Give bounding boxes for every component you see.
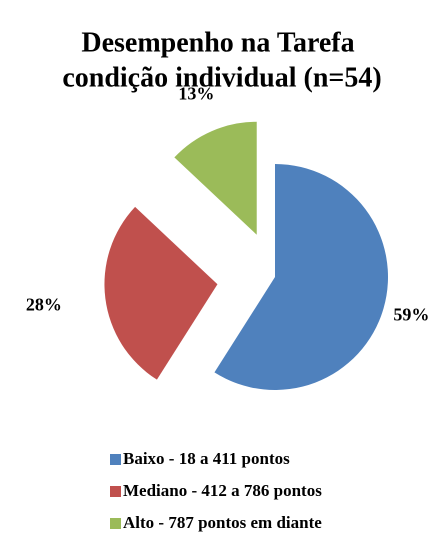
chart-subtitle: condição individual (n=54) [62, 62, 381, 93]
legend-label: Alto - 787 pontos em diante [123, 513, 322, 532]
legend-swatch [110, 518, 121, 529]
pie-slice [214, 164, 389, 390]
data-label: 13% [178, 83, 214, 103]
pie-slice [174, 121, 257, 235]
legend-label: Mediano - 412 a 786 pontos [123, 481, 322, 500]
legend-label: Baixo - 18 a 411 pontos [123, 449, 290, 468]
chart-title: Desempenho na Tarefa [81, 27, 354, 58]
legend-swatch [110, 454, 121, 465]
pie-slice [104, 206, 218, 380]
data-label: 59% [393, 305, 429, 325]
legend-swatch [110, 486, 121, 497]
data-label: 28% [26, 294, 62, 314]
